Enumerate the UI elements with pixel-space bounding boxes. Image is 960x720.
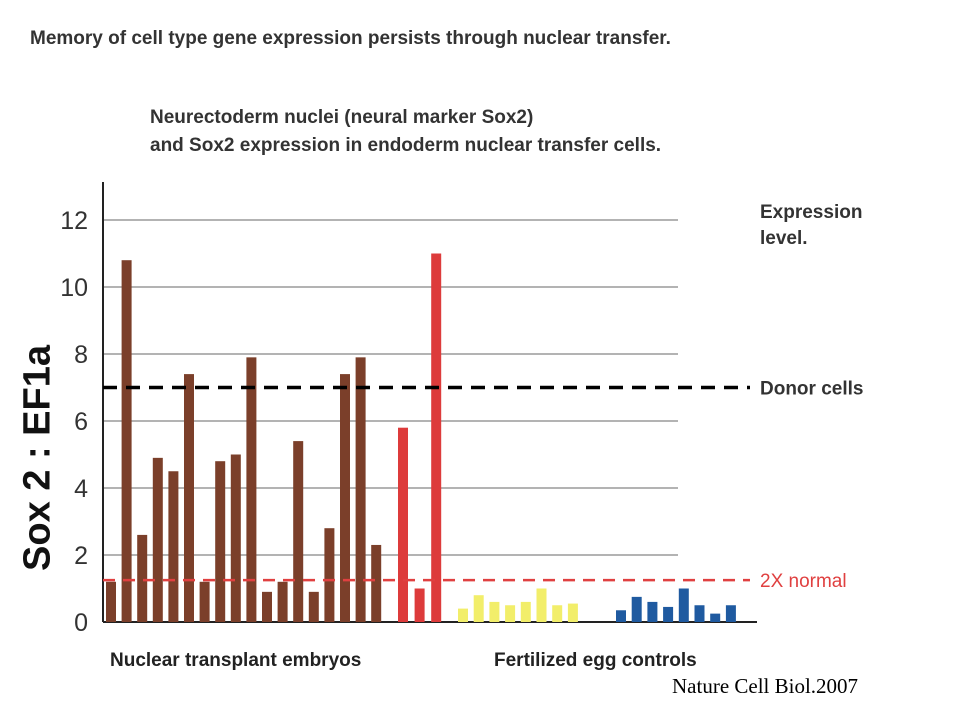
bar	[324, 528, 335, 622]
bar	[398, 427, 408, 622]
two-x-normal-label: 2X normal	[760, 571, 847, 592]
bar	[215, 461, 226, 622]
bar	[340, 374, 350, 622]
bar	[616, 610, 626, 622]
bar	[277, 581, 288, 622]
bar	[473, 595, 484, 622]
bar	[489, 601, 500, 622]
chart-subtitle: Neurectoderm nuclei (neural marker Sox2)…	[150, 104, 661, 160]
y-tick-label: 8	[74, 341, 88, 369]
bar	[567, 603, 578, 622]
bar	[262, 591, 272, 622]
bar	[199, 581, 210, 622]
y-tick-label: 0	[74, 609, 88, 637]
bar	[552, 605, 563, 622]
subtitle-line-2: and Sox2 expression in endoderm nuclear …	[150, 135, 662, 156]
y-tick-label: 10	[60, 274, 88, 302]
bar	[631, 596, 642, 622]
bar	[137, 534, 148, 622]
y-tick-label: 12	[60, 207, 88, 235]
bar	[371, 544, 382, 622]
donor-cells-label: Donor cells	[760, 379, 863, 400]
bar	[505, 605, 516, 622]
source-credit: Nature Cell Biol.2007	[672, 674, 859, 698]
bar	[520, 601, 531, 622]
bar	[293, 441, 304, 622]
subtitle-line-1: Neurectoderm nuclei (neural marker Sox2)	[150, 107, 534, 128]
group-label-nuclear-transplant: Nuclear transplant embryos	[110, 650, 362, 671]
bar	[121, 260, 132, 622]
bar	[694, 605, 705, 622]
bar	[678, 588, 689, 622]
bar	[230, 454, 241, 622]
bar	[663, 606, 674, 622]
bar	[725, 605, 736, 622]
bar	[458, 608, 468, 622]
group-label-fertilized-egg: Fertilized egg controls	[494, 650, 697, 671]
bar	[536, 588, 547, 622]
bar	[152, 457, 163, 622]
bar	[355, 357, 366, 622]
y-tick-label: 4	[74, 475, 88, 503]
bar	[308, 591, 319, 622]
bar	[710, 613, 721, 622]
bar	[106, 581, 116, 622]
bar	[647, 601, 658, 622]
page-title: Memory of cell type gene expression pers…	[30, 28, 671, 49]
expression-level-label: Expression level.	[760, 202, 862, 249]
y-tick-label: 6	[74, 408, 88, 436]
bar	[414, 588, 425, 622]
bar	[184, 374, 194, 622]
bar	[431, 253, 442, 622]
y-tick-label: 2	[74, 542, 88, 570]
bar	[246, 357, 257, 622]
bar	[168, 471, 179, 622]
